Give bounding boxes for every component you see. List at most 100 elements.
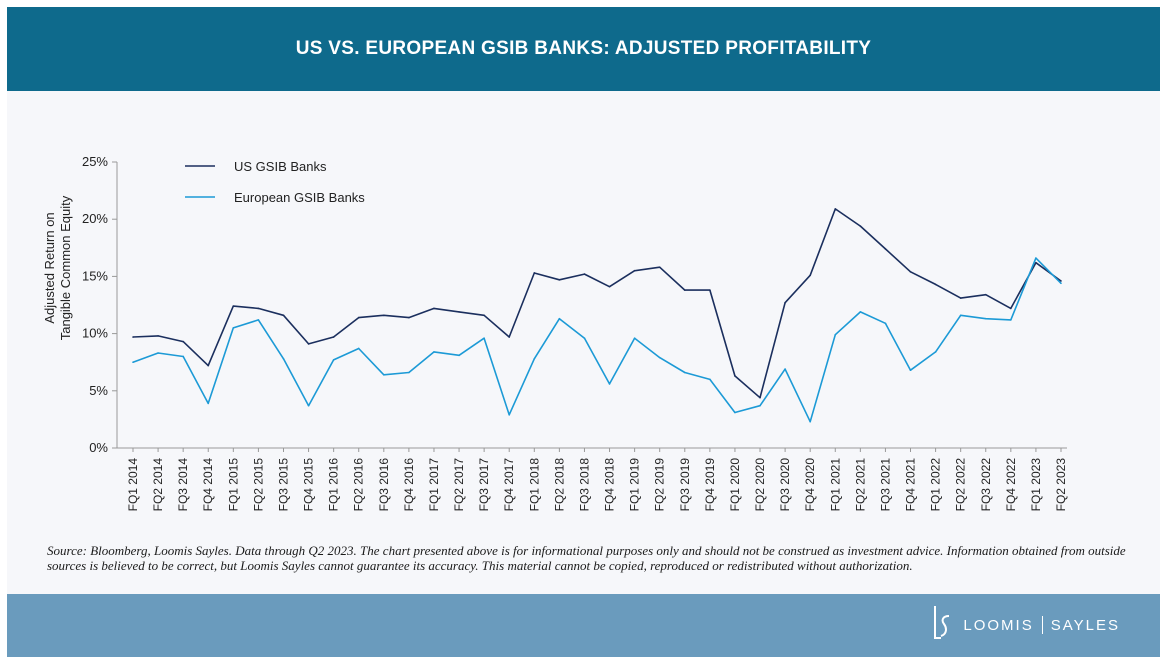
data-point (859, 225, 862, 227)
data-point (1035, 257, 1037, 259)
data-point (1010, 319, 1012, 321)
data-point (633, 337, 636, 339)
data-point (433, 307, 435, 310)
legend-label: US GSIB Banks (234, 159, 327, 174)
y-axis-title-line1: Adjusted Return on (42, 212, 57, 323)
data-point (433, 351, 435, 353)
data-point (934, 351, 937, 353)
data-point (909, 271, 912, 273)
y-tick-label: 25% (82, 154, 108, 169)
data-point (182, 355, 184, 358)
data-point (307, 404, 310, 407)
data-point (458, 354, 460, 357)
data-point (909, 369, 912, 372)
x-tick-label: FQ3 2017 (477, 458, 491, 512)
x-tick-label: FQ1 2022 (929, 458, 943, 512)
data-point (483, 314, 485, 317)
y-tick-label: 10% (82, 326, 108, 341)
chart-series (132, 208, 1062, 423)
data-point (1010, 307, 1012, 310)
x-tick-label: FQ2 2021 (853, 458, 867, 512)
x-tick-label: FQ3 2015 (276, 458, 290, 512)
x-tick-label: FQ4 2021 (904, 458, 918, 512)
data-point (884, 322, 887, 325)
x-tick-label: FQ2 2023 (1054, 458, 1068, 512)
data-point (884, 248, 887, 250)
data-point (533, 272, 536, 274)
data-point (959, 297, 962, 299)
source-note: Source: Bloomberg, Loomis Sayles. Data t… (47, 543, 1126, 573)
x-tick-label: FQ4 2014 (201, 458, 215, 512)
data-point (257, 307, 260, 310)
company-logo: LOOMIS SAYLES (929, 604, 1120, 646)
x-tick-label: FQ2 2015 (251, 458, 265, 512)
x-tick-label: FQ1 2018 (527, 458, 541, 512)
data-point (633, 269, 636, 272)
data-point (207, 402, 210, 405)
slide-frame: US VS. EUROPEAN GSIB BANKS: ADJUSTED PRO… (7, 7, 1160, 657)
chart-legend: US GSIB Banks European GSIB Banks (185, 159, 365, 205)
data-point (383, 314, 385, 317)
x-tick-label: FQ1 2020 (728, 458, 742, 512)
data-point (483, 337, 485, 339)
y-axis-title-line2: Tangible Common Equity (58, 195, 73, 340)
x-tick-label: FQ1 2023 (1029, 458, 1043, 512)
x-tick-label: FQ2 2018 (552, 458, 566, 512)
x-tick-label: FQ4 2019 (703, 458, 717, 512)
x-tick-label: FQ2 2017 (452, 458, 466, 512)
y-tick-label: 20% (82, 211, 108, 226)
data-point (332, 336, 335, 338)
data-point (307, 343, 310, 345)
data-point (508, 414, 511, 416)
data-point (132, 336, 134, 338)
data-point (683, 371, 686, 374)
data-point (709, 289, 711, 291)
y-tick-label: 15% (82, 268, 108, 283)
data-point (157, 352, 159, 354)
data-point (834, 208, 837, 210)
x-tick-label: FQ4 2018 (603, 458, 617, 512)
data-point (332, 359, 335, 361)
data-point (157, 335, 159, 337)
y-axis-title: Adjusted Return on Tangible Common Equit… (42, 195, 73, 340)
data-point (934, 283, 937, 286)
x-tick-label: FQ2 2016 (352, 458, 366, 512)
data-point (784, 301, 786, 304)
data-point (709, 378, 711, 381)
data-point (257, 319, 260, 321)
x-tick-label: FQ1 2016 (327, 458, 341, 512)
loomis-sayles-monogram-icon (934, 606, 950, 639)
chart-axes: 0% 5% 10% 15% 20% 25% FQ1 2014 FQ2 2014 FQ3 2014… (82, 154, 1068, 511)
data-point (734, 411, 736, 414)
x-tick-label: FQ2 2020 (753, 458, 767, 512)
data-point (357, 347, 360, 350)
data-point (809, 420, 811, 423)
data-point (1060, 282, 1062, 285)
data-point (282, 314, 285, 317)
data-point (734, 375, 736, 377)
data-point (408, 371, 410, 374)
data-point (232, 305, 235, 307)
data-point (182, 340, 184, 343)
data-point (658, 356, 661, 359)
data-point (132, 361, 134, 364)
legend-label: European GSIB Banks (234, 190, 365, 205)
x-tick-label: FQ1 2014 (126, 458, 140, 512)
x-tick-label: FQ4 2017 (502, 458, 516, 512)
data-point (759, 404, 761, 407)
x-tick-label: FQ1 2015 (226, 458, 240, 512)
x-tick-label: FQ1 2017 (427, 458, 441, 512)
x-tick-label: FQ3 2018 (577, 458, 591, 512)
series-line-european-gsib (132, 257, 1062, 423)
x-tick-label: FQ3 2014 (176, 458, 190, 512)
x-tick-label: FQ4 2022 (1004, 458, 1018, 512)
data-point (1035, 261, 1037, 264)
data-point (533, 357, 536, 360)
data-point (683, 289, 686, 291)
y-tick-label: 0% (89, 440, 108, 455)
x-tick-label: FQ4 2015 (302, 458, 316, 512)
data-point (508, 336, 511, 338)
data-point (207, 364, 210, 367)
logo-divider (1041, 616, 1043, 634)
data-point (232, 327, 235, 329)
